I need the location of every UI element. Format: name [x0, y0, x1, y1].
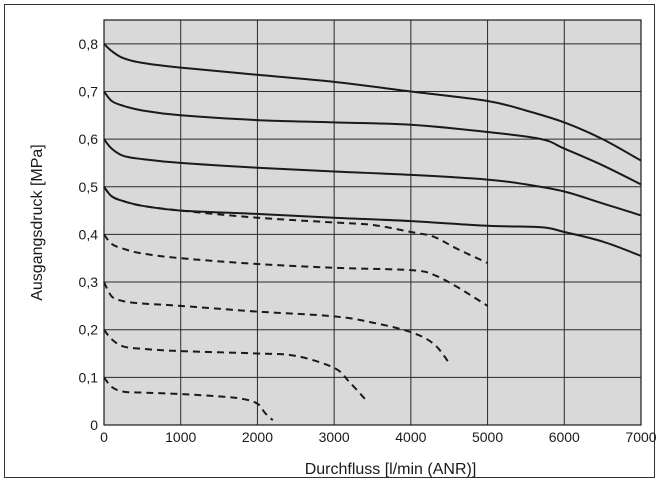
- dashed-pressure-curve: [103, 233, 489, 307]
- dashed-pressure-curve: [103, 329, 366, 400]
- x-tick-label: 3000: [319, 429, 350, 445]
- data-series: [103, 43, 642, 421]
- y-axis-label: Ausgangsdruck [MPa]: [29, 144, 46, 301]
- y-tick-label: 0,2: [79, 322, 99, 338]
- y-tick-labels: 0 0,1 0,2 0,3 0,4 0,5 0,6 0,7 0,8: [79, 36, 99, 433]
- solid-pressure-curve: [103, 138, 642, 217]
- x-tick-label: 4000: [395, 429, 426, 445]
- x-tick-label: 5000: [472, 429, 503, 445]
- y-tick-label: 0,8: [79, 36, 99, 52]
- dashed-pressure-curve: [103, 281, 451, 364]
- chart-frame: [4, 4, 655, 478]
- x-tick-labels: 0 1000 2000 3000 4000 5000 6000 7000: [100, 429, 657, 445]
- plot-area: [104, 20, 641, 425]
- x-tick-label: 2000: [242, 429, 273, 445]
- y-tick-label: 0,7: [79, 83, 99, 99]
- y-tick-label: 0,5: [79, 179, 99, 195]
- x-tick-label: 6000: [549, 429, 580, 445]
- solid-pressure-curve: [103, 90, 642, 186]
- plot-border: [103, 19, 642, 426]
- dashed-pressure-curve: [103, 376, 274, 421]
- y-tick-label: 0: [90, 417, 98, 433]
- y-tick-label: 0,1: [79, 369, 99, 385]
- y-tick-label: 0,3: [79, 274, 99, 290]
- x-tick-label: 7000: [625, 429, 656, 445]
- dashed-pressure-curve: [103, 186, 489, 264]
- x-tick-label: 1000: [165, 429, 196, 445]
- y-tick-label: 0,6: [79, 131, 99, 147]
- x-axis-label: Durchfluss [l/min (ANR)]: [305, 461, 477, 478]
- solid-pressure-curve: [103, 43, 642, 162]
- y-tick-label: 0,4: [79, 226, 99, 242]
- x-tick-label: 0: [100, 429, 108, 445]
